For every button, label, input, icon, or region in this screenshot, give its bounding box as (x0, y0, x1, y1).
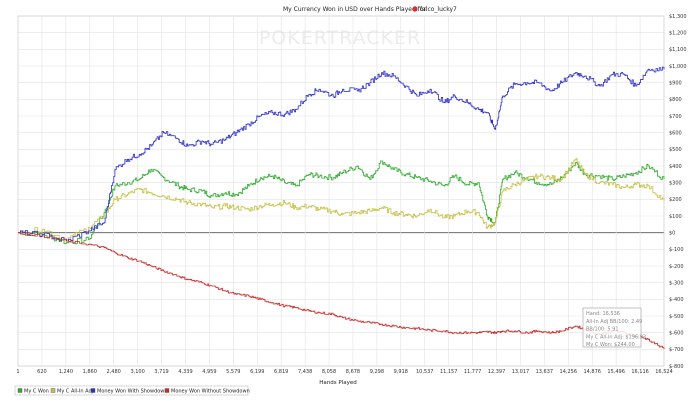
x-tick-label: 8,678 (346, 369, 360, 375)
x-tick-label: 6,819 (274, 369, 288, 375)
x-tick-label: 8,058 (322, 369, 336, 375)
y-tick-label: $700 (669, 114, 682, 120)
legend-label: Money Won Without Showdown (171, 389, 250, 395)
legend: My C Won My C All-In Adj Money Won With Sh… (14, 385, 250, 396)
x-tick-label: 7,438 (298, 369, 312, 375)
y-tick-label: $400 (669, 164, 682, 170)
y-tick-label: $200 (669, 197, 682, 203)
series-line-1 (18, 158, 665, 242)
x-tick-label: 5,579 (226, 369, 240, 375)
x-tick-label: 13,637 (536, 369, 554, 375)
tooltip-line: BB/100: 5.91 (586, 327, 619, 333)
y-tick-label: $-200 (669, 264, 684, 270)
x-tick-label: 6,199 (250, 369, 264, 375)
y-tick-label: $100 (669, 214, 682, 220)
tooltip-line: My C Won: $244.00 (586, 342, 635, 348)
x-tick-label: 16,524 (655, 369, 673, 375)
player-icon (412, 6, 418, 12)
x-tick-label: 4,959 (202, 369, 216, 375)
chart-player-name: falco_lucky7 (420, 6, 457, 13)
x-tick-label: 14,876 (583, 369, 601, 375)
tooltip-line: Hand: 16,536 (586, 311, 620, 317)
chart-title-text: My Currency Won in USD over Hands Played… (283, 6, 426, 13)
x-tick-label: 12,397 (488, 369, 506, 375)
y-tick-label: $-700 (669, 347, 684, 353)
x-tick-label: 620 (37, 369, 47, 375)
x-axis-title: Hands Played (319, 380, 356, 386)
y-tick-label: $600 (669, 130, 682, 136)
x-tick-label: 1 (16, 369, 19, 375)
series-line-3 (18, 232, 665, 350)
x-tick-label: 13,017 (512, 369, 530, 375)
series-lines (18, 66, 665, 350)
x-tick-label: 10,537 (416, 369, 434, 375)
legend-swatch (90, 388, 96, 393)
y-tick-label: $-800 (669, 364, 684, 370)
x-tick-label: 1,860 (83, 369, 97, 375)
x-tick-label: 9,298 (370, 369, 384, 375)
y-tick-label: $1,000 (669, 64, 687, 70)
tooltip-line: All-In Adj BB/100: 2.49 (586, 319, 642, 325)
series-line-0 (18, 160, 665, 245)
legend-swatch (164, 388, 170, 393)
x-tick-label: 3,719 (154, 369, 168, 375)
y-tick-label: $-500 (669, 314, 684, 320)
x-tick-label: 14,256 (560, 369, 578, 375)
series-line-2 (18, 66, 665, 242)
x-tick-label: 16,116 (631, 369, 649, 375)
x-tick-label: 15,496 (607, 369, 625, 375)
y-tick-label: $900 (669, 80, 682, 86)
plot-frame (17, 15, 665, 367)
y-tick-label: $-400 (669, 297, 684, 303)
tooltip: Hand: 16,536 All-In Adj BB/100: 2.49 BB/10… (582, 307, 646, 348)
x-tick-label: 4,339 (178, 369, 192, 375)
x-tick-label: 11,157 (440, 369, 458, 375)
y-tick-label: $1,100 (669, 47, 687, 53)
x-tick-label: 11,777 (464, 369, 482, 375)
legend-label: My C Won (24, 389, 49, 395)
y-tick-label: $-600 (669, 330, 684, 336)
legend-frame (14, 385, 249, 396)
x-tick-label: 3,100 (130, 369, 144, 375)
y-tick-label: $1,300 (669, 14, 687, 20)
tooltip-box (582, 307, 642, 348)
y-tick-label: $1,200 (669, 30, 687, 36)
y-tick-label: $800 (669, 97, 682, 103)
x-tick-label: 9,918 (394, 369, 408, 375)
grid (17, 15, 665, 367)
chart-title: My Currency Won in USD over Hands Played… (283, 6, 457, 13)
legend-label: Money Won With Showdown (97, 389, 168, 395)
y-axis: $-800 $-700 $-600 $-500 $-400 $-300 $-200 $-100… (669, 14, 687, 370)
y-tick-label: $0 (669, 230, 675, 236)
x-axis: 1 620 1,240 1,860 2,480 3,100 3,719 4,339 4,959 5… (16, 369, 672, 375)
legend-swatch (50, 388, 56, 393)
legend-swatch (17, 388, 23, 393)
y-tick-label: $-300 (669, 280, 684, 286)
legend-label: My C All-In Adj (57, 389, 93, 395)
tooltip-line: My C All-In Adj: $196.93 (586, 334, 646, 340)
x-tick-label: 2,480 (107, 369, 121, 375)
watermark: POKERTRACKER (259, 27, 421, 49)
y-tick-label: $500 (669, 147, 682, 153)
y-tick-label: $-100 (669, 247, 684, 253)
y-tick-label: $300 (669, 180, 682, 186)
x-tick-label: 1,240 (59, 369, 73, 375)
